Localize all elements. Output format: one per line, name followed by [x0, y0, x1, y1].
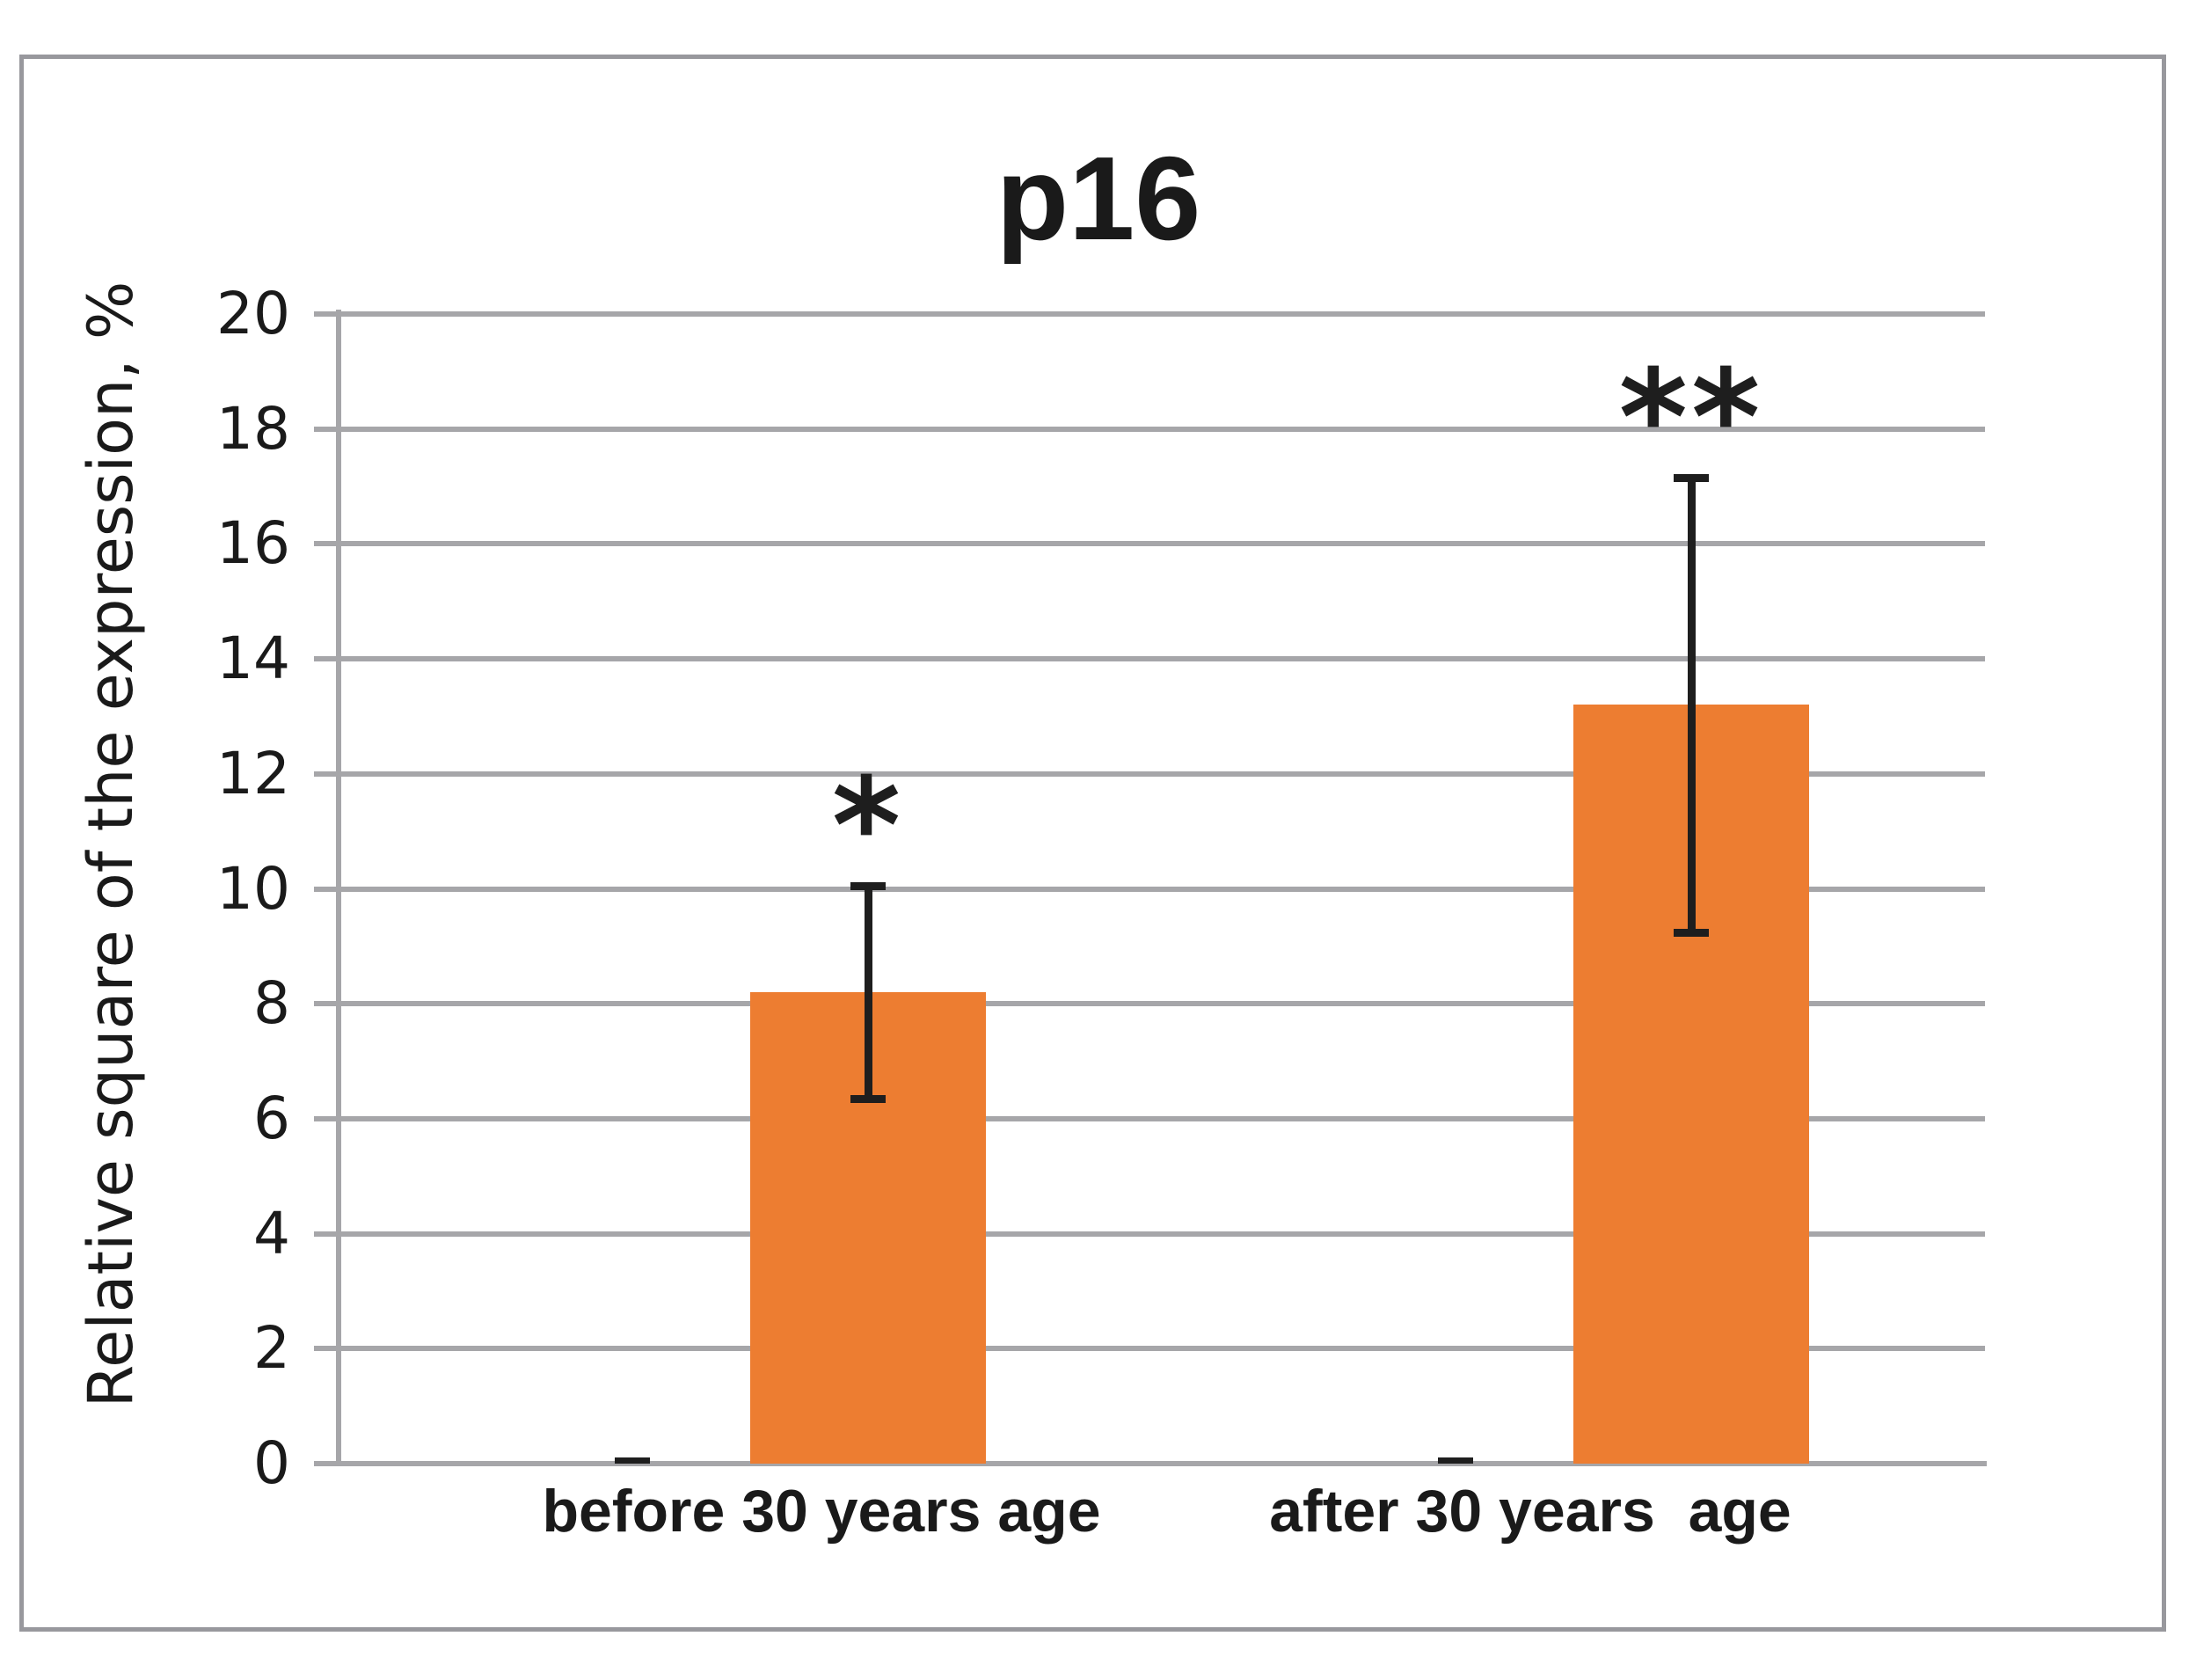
error-bar-top-cap: [1674, 474, 1709, 483]
y-axis-tick: [314, 771, 339, 777]
x-category-label: before 30 years age: [542, 1478, 1101, 1545]
gridline: [339, 1346, 1985, 1352]
y-tick-label: 4: [253, 1199, 290, 1267]
gridline: [339, 1115, 1985, 1121]
x-axis-line: [339, 1461, 1987, 1466]
error-bar-line: [1687, 478, 1696, 932]
y-axis-tick: [314, 311, 339, 317]
y-axis-tick: [314, 1231, 339, 1237]
figure-border: [19, 55, 2166, 1632]
error-bar-top-cap: [850, 882, 886, 891]
significance-marker: *: [831, 750, 905, 904]
gridline: [339, 311, 1985, 317]
y-tick-label: 20: [216, 280, 290, 347]
significance-marker: **: [1618, 342, 1764, 496]
y-tick-label: 18: [216, 394, 290, 463]
gridline: [339, 1001, 1985, 1007]
y-tick-label: 12: [216, 739, 290, 807]
error-bar-bottom-cap: [1674, 928, 1709, 937]
gridline: [339, 771, 1985, 777]
gridline: [339, 541, 1985, 547]
y-tick-label: 16: [216, 509, 290, 578]
y-tick-label: 6: [253, 1084, 290, 1152]
y-axis-tick: [314, 426, 339, 432]
chart-title: p16: [996, 132, 1201, 265]
y-tick-label: 14: [216, 625, 290, 693]
y-axis-tick: [314, 886, 339, 892]
x-category-label: after 30 years age: [1269, 1478, 1791, 1545]
near-zero-bar: [1438, 1457, 1473, 1464]
y-axis-tick: [314, 1115, 339, 1121]
gridline: [339, 656, 1985, 662]
y-tick-label: 0: [253, 1429, 290, 1497]
y-axis-tick: [314, 656, 339, 662]
y-axis-tick: [314, 1346, 339, 1352]
y-axis-tick: [314, 541, 339, 547]
error-bar-bottom-cap: [850, 1095, 886, 1104]
y-tick-label: 10: [216, 854, 290, 923]
y-axis-line: [336, 310, 341, 1466]
gridline: [339, 886, 1985, 892]
y-tick-label: 2: [253, 1314, 290, 1383]
gridline: [339, 1231, 1985, 1237]
near-zero-bar: [615, 1457, 650, 1464]
y-axis-tick: [314, 1461, 339, 1466]
gridline: [339, 426, 1985, 432]
error-bar-line: [864, 886, 872, 1099]
y-tick-label: 8: [253, 969, 290, 1038]
y-axis-tick: [314, 1001, 339, 1007]
